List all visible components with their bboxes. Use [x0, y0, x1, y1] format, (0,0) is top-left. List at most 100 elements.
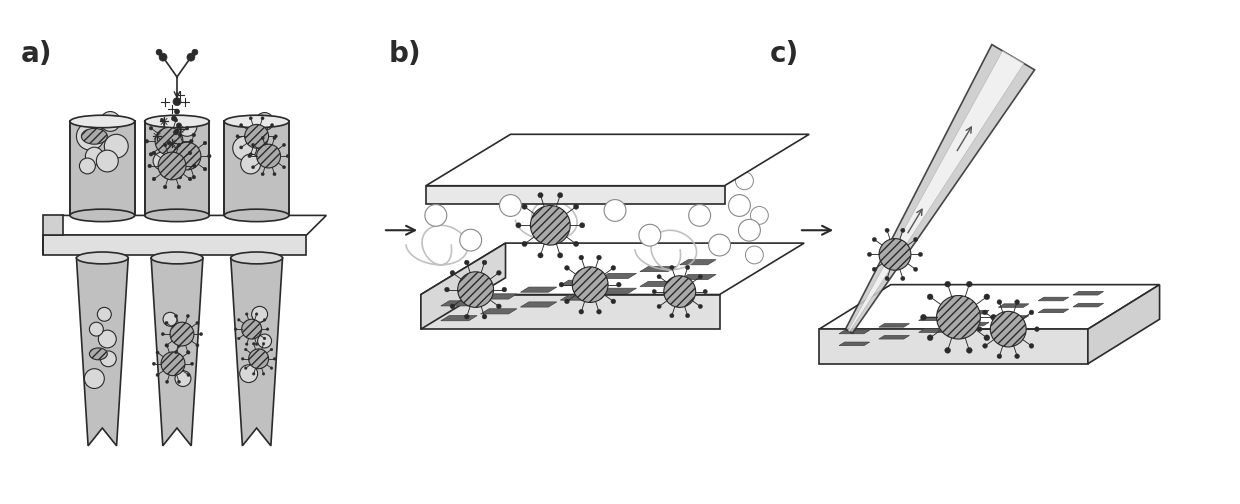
- Ellipse shape: [69, 209, 135, 222]
- Circle shape: [465, 314, 469, 319]
- Circle shape: [977, 327, 982, 332]
- Circle shape: [252, 143, 254, 147]
- Circle shape: [97, 150, 118, 172]
- Circle shape: [273, 357, 275, 360]
- Circle shape: [686, 266, 689, 270]
- Circle shape: [203, 141, 207, 145]
- Circle shape: [100, 351, 117, 367]
- Circle shape: [425, 205, 446, 226]
- Circle shape: [153, 362, 155, 365]
- Polygon shape: [959, 310, 990, 314]
- Circle shape: [966, 281, 972, 287]
- Polygon shape: [42, 215, 62, 255]
- Circle shape: [239, 146, 243, 149]
- Circle shape: [900, 276, 905, 281]
- Circle shape: [234, 328, 237, 331]
- Circle shape: [167, 167, 171, 171]
- Circle shape: [997, 300, 1002, 304]
- Circle shape: [263, 319, 265, 321]
- Polygon shape: [521, 287, 557, 292]
- Circle shape: [156, 49, 162, 55]
- Polygon shape: [600, 288, 636, 293]
- Polygon shape: [560, 295, 596, 300]
- Polygon shape: [820, 285, 1159, 329]
- Circle shape: [919, 253, 923, 257]
- Polygon shape: [1038, 297, 1069, 301]
- Ellipse shape: [224, 115, 289, 128]
- Circle shape: [262, 342, 265, 345]
- Ellipse shape: [82, 129, 108, 144]
- Circle shape: [872, 267, 877, 271]
- Polygon shape: [481, 309, 517, 314]
- Circle shape: [192, 164, 196, 168]
- Ellipse shape: [224, 209, 289, 222]
- Circle shape: [496, 271, 501, 275]
- Circle shape: [249, 153, 252, 156]
- Ellipse shape: [145, 115, 210, 128]
- Polygon shape: [846, 44, 1034, 333]
- Circle shape: [273, 172, 277, 176]
- Text: b): b): [389, 40, 422, 69]
- Circle shape: [283, 166, 285, 169]
- Circle shape: [564, 266, 569, 270]
- Circle shape: [239, 365, 258, 383]
- Circle shape: [872, 237, 877, 241]
- Circle shape: [187, 351, 190, 354]
- Ellipse shape: [151, 252, 203, 264]
- Circle shape: [175, 351, 177, 354]
- Circle shape: [242, 319, 262, 339]
- Circle shape: [185, 127, 188, 130]
- Circle shape: [997, 354, 1002, 358]
- Circle shape: [187, 373, 190, 376]
- Circle shape: [482, 260, 487, 265]
- Polygon shape: [879, 324, 909, 327]
- Circle shape: [248, 155, 250, 158]
- Circle shape: [900, 228, 905, 232]
- Circle shape: [460, 229, 481, 251]
- Circle shape: [171, 116, 176, 121]
- Circle shape: [991, 311, 1027, 347]
- Circle shape: [267, 328, 269, 331]
- Circle shape: [885, 276, 889, 281]
- Circle shape: [686, 313, 689, 318]
- Circle shape: [534, 219, 557, 241]
- Polygon shape: [959, 322, 990, 326]
- Polygon shape: [1073, 303, 1104, 307]
- Circle shape: [165, 344, 169, 347]
- Circle shape: [652, 289, 656, 294]
- Circle shape: [187, 53, 195, 61]
- Polygon shape: [848, 51, 1024, 332]
- Circle shape: [239, 123, 243, 127]
- Circle shape: [200, 333, 202, 336]
- Polygon shape: [919, 317, 950, 321]
- Circle shape: [149, 127, 153, 130]
- Circle shape: [262, 372, 265, 375]
- Circle shape: [936, 295, 981, 339]
- Circle shape: [164, 143, 167, 147]
- Circle shape: [165, 380, 169, 384]
- Circle shape: [1029, 344, 1034, 348]
- Circle shape: [663, 276, 696, 307]
- Polygon shape: [151, 258, 203, 446]
- Circle shape: [260, 116, 264, 120]
- Circle shape: [573, 204, 579, 209]
- Polygon shape: [839, 330, 869, 334]
- Circle shape: [596, 309, 601, 314]
- Circle shape: [253, 372, 255, 375]
- Circle shape: [174, 98, 181, 106]
- Circle shape: [244, 348, 247, 351]
- Circle shape: [914, 237, 918, 241]
- Polygon shape: [919, 329, 950, 333]
- Circle shape: [698, 304, 702, 308]
- Circle shape: [159, 53, 167, 61]
- Circle shape: [156, 351, 159, 354]
- Polygon shape: [630, 200, 657, 204]
- Circle shape: [175, 314, 177, 318]
- Polygon shape: [879, 336, 909, 339]
- Circle shape: [928, 335, 932, 341]
- Circle shape: [458, 272, 494, 307]
- Polygon shape: [560, 280, 596, 285]
- Polygon shape: [680, 260, 715, 265]
- Polygon shape: [224, 121, 289, 215]
- Circle shape: [516, 223, 521, 228]
